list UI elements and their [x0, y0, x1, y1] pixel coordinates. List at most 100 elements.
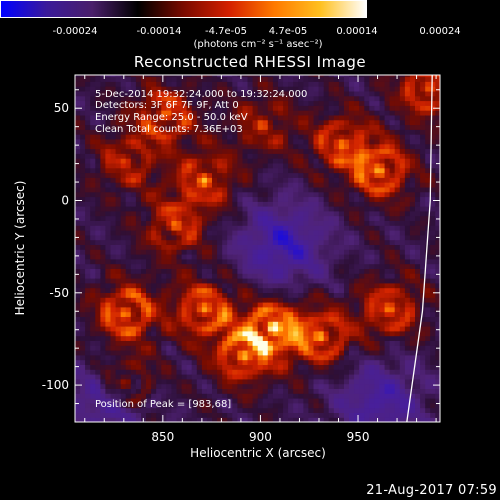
- heatmap-pixel: [288, 417, 294, 422]
- heatmap-pixel: [364, 402, 370, 409]
- heatmap-pixel: [364, 143, 370, 150]
- heatmap-pixel: [313, 134, 320, 140]
- heatmap-pixel: [359, 162, 365, 169]
- heatmap-pixel: [344, 110, 350, 116]
- heatmap-pixel: [323, 134, 330, 140]
- heatmap-pixel: [323, 263, 330, 269]
- heatmap-pixel: [95, 258, 101, 265]
- heatmap-pixel: [146, 258, 152, 265]
- heatmap-pixel: [237, 369, 244, 375]
- heatmap-pixel: [227, 330, 233, 337]
- heatmap-pixel: [404, 282, 411, 289]
- heatmap-pixel: [288, 191, 294, 198]
- heatmap-pixel: [196, 354, 203, 361]
- heatmap-pixel: [196, 210, 203, 217]
- heatmap-pixel: [125, 162, 132, 169]
- heatmap-pixel: [105, 378, 112, 385]
- heatmap-pixel: [409, 249, 416, 255]
- heatmap-pixel: [252, 239, 259, 245]
- heatmap-pixel: [181, 90, 188, 97]
- heatmap-pixel: [252, 215, 259, 221]
- heatmap-pixel: [267, 412, 274, 418]
- heatmap-pixel: [333, 417, 340, 422]
- heatmap-pixel: [80, 95, 86, 102]
- heatmap-pixel: [333, 162, 340, 169]
- heatmap-pixel: [364, 354, 370, 361]
- heatmap-pixel: [328, 90, 335, 97]
- heatmap-pixel: [415, 100, 421, 106]
- heatmap-pixel: [323, 268, 330, 274]
- heatmap-pixel: [141, 278, 147, 284]
- heatmap-pixel: [359, 110, 365, 116]
- heatmap-pixel: [90, 417, 96, 422]
- heatmap-pixel: [196, 119, 203, 126]
- heatmap-pixel: [176, 119, 183, 126]
- heatmap-pixel: [237, 177, 244, 183]
- heatmap-pixel: [293, 278, 299, 284]
- heatmap-pixel: [232, 364, 238, 370]
- heatmap-pixel: [349, 244, 355, 250]
- heatmap-pixel: [409, 225, 416, 231]
- heatmap-pixel: [349, 143, 355, 150]
- heatmap-pixel: [125, 297, 132, 303]
- heatmap-pixel: [394, 225, 401, 231]
- heatmap-pixel: [237, 316, 244, 322]
- heatmap-pixel: [344, 75, 350, 78]
- heatmap-pixel: [272, 350, 279, 356]
- heatmap-pixel: [75, 321, 81, 327]
- heatmap-pixel: [415, 407, 421, 413]
- heatmap-pixel: [283, 402, 289, 409]
- heatmap-pixel: [354, 316, 360, 322]
- heatmap-pixel: [95, 287, 101, 293]
- heatmap-pixel: [364, 124, 370, 130]
- heatmap-pixel: [95, 201, 101, 207]
- heatmap-pixel: [141, 234, 147, 241]
- heatmap-pixel: [379, 153, 386, 159]
- heatmap-pixel: [95, 383, 101, 389]
- heatmap-pixel: [161, 374, 167, 380]
- heatmap-pixel: [262, 177, 269, 183]
- heatmap-pixel: [105, 311, 112, 317]
- heatmap-pixel: [232, 114, 238, 121]
- heatmap-pixel: [135, 321, 142, 327]
- heatmap-pixel: [196, 230, 203, 236]
- heatmap-pixel: [196, 306, 203, 313]
- heatmap-pixel: [206, 359, 213, 365]
- heatmap-pixel: [135, 76, 142, 82]
- heatmap-pixel: [303, 138, 310, 145]
- heatmap-pixel: [415, 110, 421, 116]
- heatmap-pixel: [171, 95, 178, 102]
- heatmap-pixel: [308, 191, 315, 198]
- heatmap-pixel: [369, 306, 375, 313]
- heatmap-pixel: [399, 177, 406, 183]
- heatmap-pixel: [176, 105, 183, 111]
- heatmap-pixel: [374, 273, 381, 279]
- heatmap-pixel: [252, 129, 259, 135]
- heatmap-pixel: [232, 76, 238, 82]
- heatmap-pixel: [374, 225, 381, 231]
- heatmap-pixel: [217, 364, 223, 370]
- heatmap-pixel: [359, 306, 365, 313]
- heatmap-pixel: [359, 398, 365, 404]
- heatmap-pixel: [191, 186, 198, 193]
- heatmap-pixel: [283, 354, 289, 361]
- heatmap-pixel: [237, 330, 244, 337]
- heatmap-pixel: [247, 124, 254, 130]
- heatmap-pixel: [206, 383, 213, 389]
- heatmap-pixel: [293, 302, 299, 308]
- heatmap-pixel: [120, 124, 127, 130]
- heatmap-pixel: [146, 186, 152, 193]
- heatmap-pixel: [247, 407, 254, 413]
- heatmap-pixel: [399, 172, 406, 178]
- heatmap-pixel: [85, 306, 91, 313]
- heatmap-pixel: [420, 393, 426, 399]
- heatmap-pixel: [181, 148, 188, 154]
- heatmap-pixel: [338, 340, 345, 346]
- heatmap-pixel: [308, 369, 315, 375]
- heatmap-pixel: [135, 268, 142, 274]
- heatmap-pixel: [100, 105, 107, 111]
- heatmap-pixel: [217, 95, 223, 102]
- heatmap-pixel: [100, 86, 107, 92]
- heatmap-pixel: [110, 369, 117, 375]
- heatmap-pixel: [394, 282, 401, 289]
